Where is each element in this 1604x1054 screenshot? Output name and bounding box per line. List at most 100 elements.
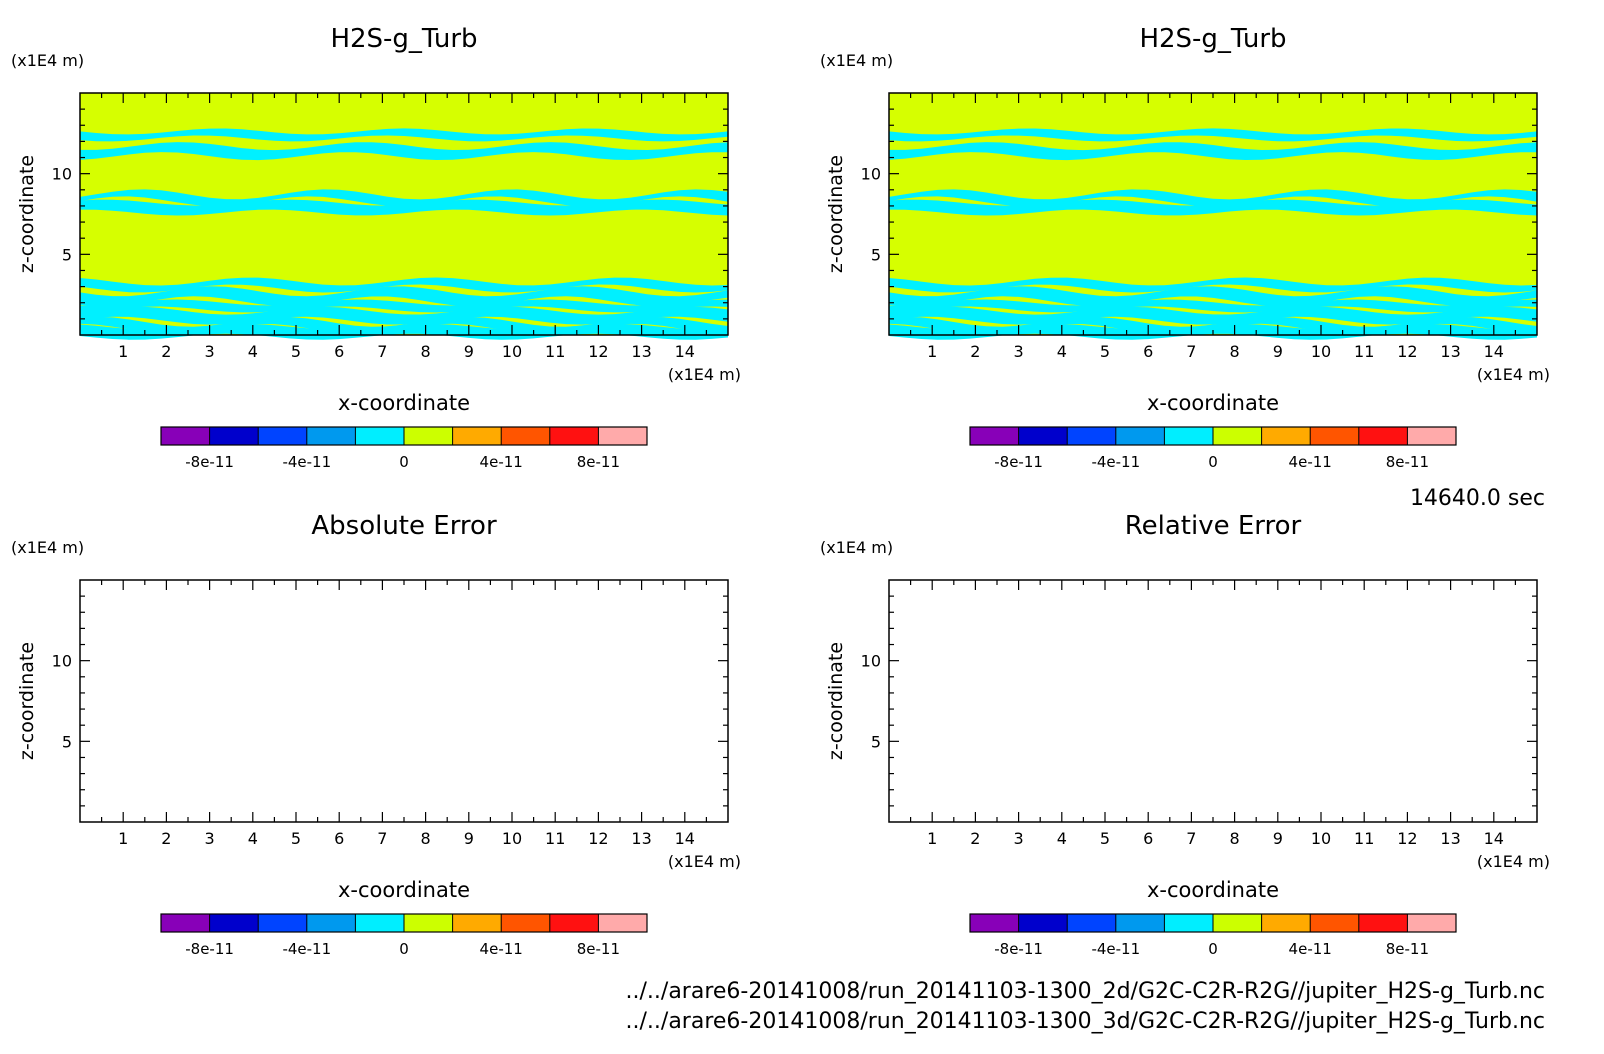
colorbar-swatch [209, 914, 259, 932]
y-tick-label: 5 [62, 245, 72, 264]
contour-band [889, 306, 1537, 325]
colorbar-swatch [1067, 914, 1116, 932]
colorbar-tick-label: 0 [1208, 453, 1218, 471]
colorbar-tick-label: -8e-11 [994, 940, 1043, 958]
x-unit-label: (x1E4 m) [1477, 365, 1550, 384]
contour-band [889, 128, 1537, 142]
x-tick-label: 9 [1273, 829, 1283, 848]
colorbar-swatch [452, 914, 502, 932]
x-tick-label: 10 [502, 342, 522, 361]
x-tick-label: 4 [1057, 829, 1067, 848]
contour-band [889, 142, 1537, 161]
z-unit-label: (x1E4 m) [820, 51, 893, 70]
x-tick-label: 5 [1100, 342, 1110, 361]
panel-title: H2S-g_Turb [330, 24, 477, 54]
x-tick-label: 7 [1186, 342, 1196, 361]
x-tick-label: 4 [248, 829, 258, 848]
x-axis-label: x-coordinate [338, 391, 470, 415]
contour-band [80, 286, 728, 307]
x-tick-label: 8 [1230, 342, 1240, 361]
colorbar-swatch [1261, 914, 1311, 932]
colorbar-tick-label: 8e-11 [577, 453, 620, 471]
x-tick-label: 6 [334, 342, 344, 361]
z-unit-label: (x1E4 m) [11, 538, 84, 557]
x-tick-label: 13 [1440, 829, 1460, 848]
x-tick-label: 8 [421, 829, 431, 848]
colorbar-tick-label: 0 [1208, 940, 1218, 958]
contour-band [80, 142, 728, 161]
x-tick-label: 11 [545, 829, 565, 848]
colorbar: -8e-11 -4e-11 0 4e-11 8e-11 [160, 913, 648, 958]
colorbar-tick-label: -4e-11 [1091, 453, 1140, 471]
colorbar-swatch [1213, 914, 1262, 932]
colorbar: -8e-11 -4e-11 0 4e-11 8e-11 [969, 426, 1457, 471]
y-tick-label: 5 [62, 732, 72, 751]
y-axis-label: z-coordinate [16, 642, 38, 760]
x-tick-label: 11 [545, 342, 565, 361]
colorbar-tick-label: 8e-11 [577, 940, 620, 958]
colorbar-swatch [549, 914, 599, 932]
x-tick-label: 3 [205, 829, 215, 848]
colorbar-swatch [1213, 427, 1262, 445]
x-unit-label: (x1E4 m) [668, 365, 741, 384]
x-tick-label: 12 [1397, 829, 1417, 848]
colorbar-swatch [1164, 914, 1213, 932]
contour-band [889, 286, 1537, 307]
x-tick-label: 10 [502, 829, 522, 848]
contour-band [80, 299, 728, 313]
contour-band [889, 299, 1537, 313]
x-tick-label: 9 [464, 829, 474, 848]
x-tick-label: 6 [334, 829, 344, 848]
x-tick-label: 9 [1273, 342, 1283, 361]
colorbar-tick-label: 4e-11 [1289, 453, 1332, 471]
x-tick-label: 8 [421, 342, 431, 361]
colorbar-swatch [1407, 427, 1456, 445]
x-tick-label: 3 [1014, 342, 1024, 361]
contour-band [80, 306, 728, 325]
x-tick-label: 4 [248, 342, 258, 361]
colorbar-tick-label: -8e-11 [185, 940, 234, 958]
x-tick-label: 12 [588, 829, 608, 848]
contour-band [80, 277, 728, 293]
x-tick-label: 13 [631, 829, 651, 848]
x-tick-label: 2 [970, 829, 980, 848]
file-path-3d: ../../arare6-20141008/run_20141103-1300_… [626, 1009, 1545, 1034]
x-unit-label: (x1E4 m) [1477, 852, 1550, 871]
y-axis-label: z-coordinate [825, 642, 847, 760]
colorbar-swatch [501, 427, 550, 445]
colorbar-tick-label: -8e-11 [185, 453, 234, 471]
colorbar-swatch [970, 427, 1019, 445]
colorbar-tick-label: -4e-11 [1091, 940, 1140, 958]
x-tick-label: 7 [1186, 829, 1196, 848]
colorbar-swatch [404, 427, 453, 445]
contour-band [889, 277, 1537, 293]
x-tick-label: 5 [291, 342, 301, 361]
x-tick-label: 7 [377, 829, 387, 848]
x-tick-label: 11 [1354, 342, 1374, 361]
x-tick-label: 11 [1354, 829, 1374, 848]
x-tick-label: 14 [1484, 829, 1504, 848]
y-tick-label: 10 [861, 652, 881, 671]
colorbar-swatch [306, 427, 356, 445]
contour-band [889, 189, 1537, 207]
x-axis-label: x-coordinate [1147, 878, 1279, 902]
colorbar-swatch [452, 427, 502, 445]
panel-title: H2S-g_Turb [1139, 24, 1286, 54]
x-tick-label: 6 [1143, 829, 1153, 848]
x-tick-label: 1 [118, 829, 128, 848]
colorbar-swatch [1310, 914, 1359, 932]
colorbar-swatch [161, 427, 210, 445]
x-tick-label: 10 [1311, 829, 1331, 848]
y-tick-label: 5 [871, 732, 881, 751]
colorbar-swatch [306, 914, 356, 932]
y-tick-label: 10 [52, 652, 72, 671]
x-tick-label: 14 [675, 829, 695, 848]
y-tick-label: 10 [861, 165, 881, 184]
colorbar-swatch [1018, 914, 1068, 932]
panel-title: Relative Error [1125, 511, 1302, 541]
colorbar-swatch [355, 914, 404, 932]
colorbar-tick-label: 8e-11 [1386, 453, 1429, 471]
colorbar-swatch [1115, 427, 1165, 445]
